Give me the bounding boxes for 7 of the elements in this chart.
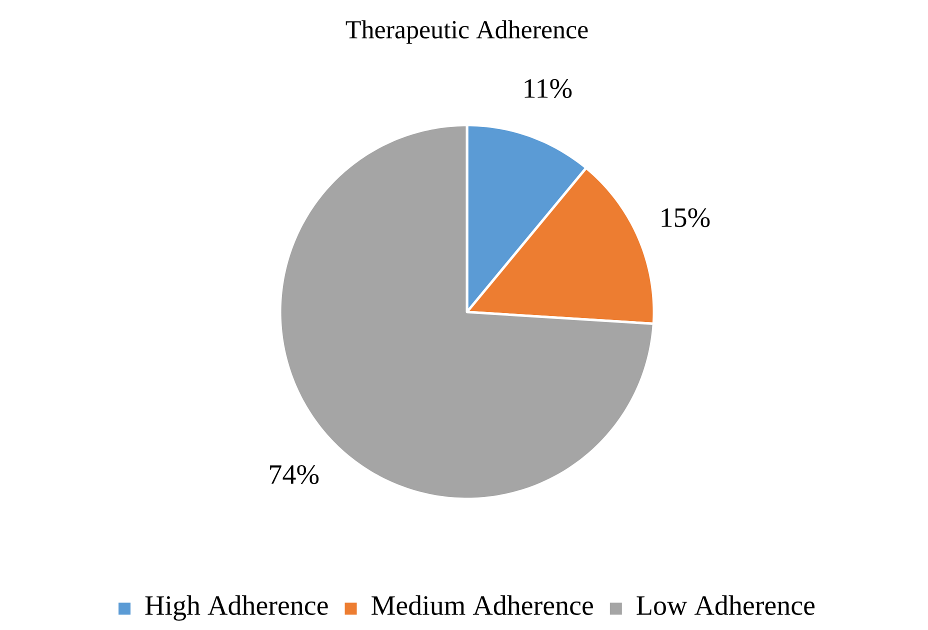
legend-label: Low Adherence bbox=[636, 595, 815, 615]
legend-label: Medium Adherence bbox=[372, 595, 593, 615]
chart-title: Therapeutic Adherence bbox=[346, 20, 588, 44]
legend-label: High Adherence bbox=[145, 595, 328, 621]
data-label: 74% bbox=[270, 465, 319, 484]
data-label: 15% bbox=[662, 208, 710, 228]
data-label: 11% bbox=[524, 79, 572, 98]
